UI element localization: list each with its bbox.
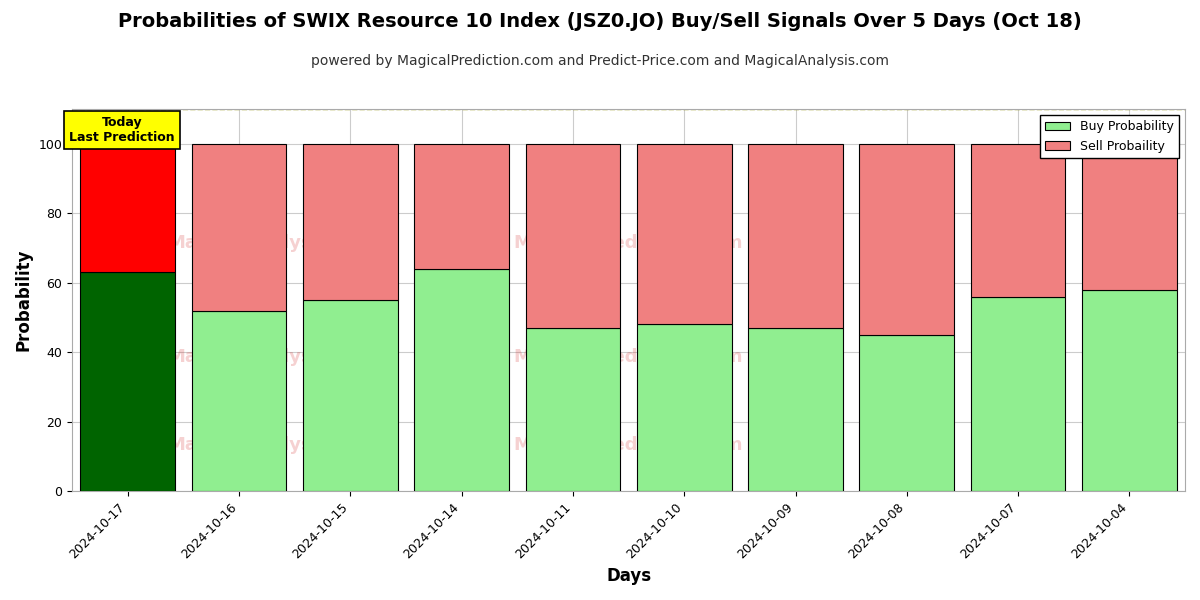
Bar	[749, 144, 842, 328]
Bar	[80, 144, 175, 272]
Text: MagicalAnalysis.com: MagicalAnalysis.com	[168, 234, 378, 252]
Text: MagicalPrediction.com: MagicalPrediction.com	[514, 234, 743, 252]
Y-axis label: Probability: Probability	[16, 249, 34, 352]
Bar	[971, 144, 1066, 296]
Bar	[526, 328, 620, 491]
Bar	[80, 272, 175, 491]
Bar	[526, 144, 620, 328]
Text: MagicalPrediction.com: MagicalPrediction.com	[514, 349, 743, 367]
Bar	[859, 144, 954, 335]
Bar	[192, 144, 287, 311]
Legend: Buy Probability, Sell Probaility: Buy Probability, Sell Probaility	[1040, 115, 1178, 158]
Text: powered by MagicalPrediction.com and Predict-Price.com and MagicalAnalysis.com: powered by MagicalPrediction.com and Pre…	[311, 54, 889, 68]
Bar	[637, 325, 732, 491]
Bar	[637, 144, 732, 325]
Bar	[859, 335, 954, 491]
Bar	[192, 311, 287, 491]
Bar	[414, 269, 509, 491]
Bar	[749, 328, 842, 491]
Bar	[1082, 144, 1177, 290]
Bar	[414, 144, 509, 269]
Text: Probabilities of SWIX Resource 10 Index (JSZ0.JO) Buy/Sell Signals Over 5 Days (: Probabilities of SWIX Resource 10 Index …	[118, 12, 1082, 31]
Text: MagicalAnalysis.com: MagicalAnalysis.com	[168, 436, 378, 454]
Text: MagicalPrediction.com: MagicalPrediction.com	[514, 436, 743, 454]
Text: MagicalAnalysis.com: MagicalAnalysis.com	[168, 349, 378, 367]
Bar	[304, 300, 397, 491]
Bar	[971, 296, 1066, 491]
Text: Today
Last Prediction: Today Last Prediction	[70, 116, 175, 144]
Bar	[1082, 290, 1177, 491]
X-axis label: Days: Days	[606, 567, 652, 585]
Bar	[304, 144, 397, 300]
